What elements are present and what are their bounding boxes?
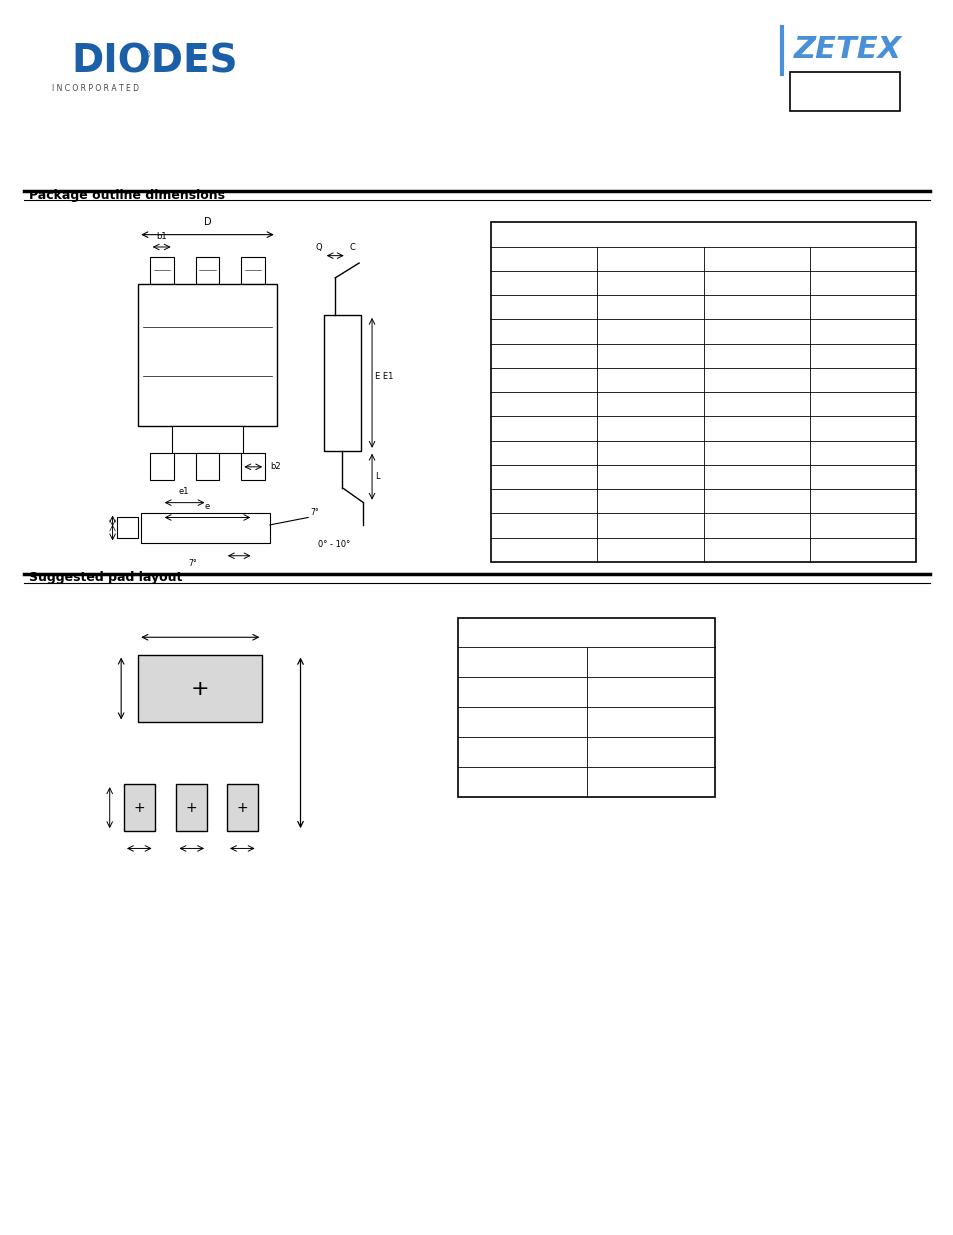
Text: +: + <box>133 800 145 815</box>
Bar <box>150 257 173 284</box>
Text: DIODES: DIODES <box>71 43 238 80</box>
Bar <box>141 513 270 543</box>
Bar <box>117 517 138 538</box>
Text: D: D <box>204 217 211 227</box>
Text: ZETEX: ZETEX <box>793 35 901 64</box>
Text: L: L <box>375 472 379 482</box>
Text: b2: b2 <box>270 462 280 472</box>
Bar <box>124 784 154 831</box>
Text: 0° - 10°: 0° - 10° <box>317 540 350 548</box>
Bar <box>789 72 899 111</box>
Text: E E1: E E1 <box>375 372 393 380</box>
Text: +: + <box>236 800 248 815</box>
Text: b1: b1 <box>156 232 167 241</box>
Text: Package outline dimensions: Package outline dimensions <box>29 189 224 201</box>
Bar <box>138 655 262 722</box>
Text: C: C <box>349 243 355 252</box>
Bar <box>138 284 276 426</box>
Bar <box>491 222 915 562</box>
Text: I N C O R P O R A T E D: I N C O R P O R A T E D <box>52 84 139 94</box>
Text: Q: Q <box>314 243 321 252</box>
Text: 7°: 7° <box>188 558 197 568</box>
Bar <box>241 453 265 480</box>
Text: e1: e1 <box>178 488 190 496</box>
Bar <box>172 426 243 453</box>
Text: e: e <box>205 503 210 511</box>
Bar <box>227 784 257 831</box>
Text: Suggested pad layout: Suggested pad layout <box>29 572 182 584</box>
Text: ®: ® <box>141 51 151 61</box>
Text: +: + <box>191 678 210 699</box>
Text: 7°: 7° <box>310 508 318 517</box>
Bar <box>195 453 219 480</box>
Bar <box>457 618 715 797</box>
Text: +: + <box>186 800 197 815</box>
Bar <box>241 257 265 284</box>
Bar <box>195 257 219 284</box>
Bar <box>324 315 360 451</box>
Bar <box>176 784 207 831</box>
Bar <box>150 453 173 480</box>
